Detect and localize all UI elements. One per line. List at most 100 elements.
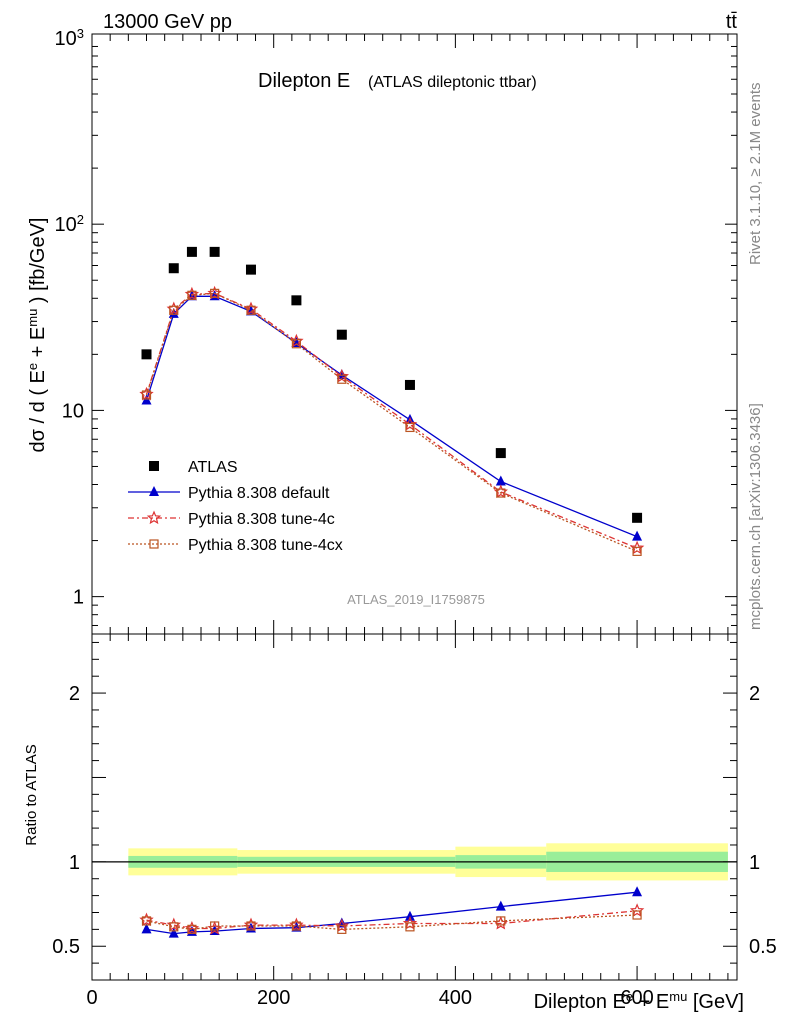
x-tick-label-3: 600 [620, 987, 653, 1009]
ratio-series-line-0 [146, 891, 638, 935]
main-series-3-point-2 [187, 290, 197, 300]
energy-label: 13000 GeV pp [103, 11, 232, 33]
main-series-0-point-2 [186, 246, 197, 257]
main-series-3-point-9 [632, 546, 642, 556]
process-label: tt̄ [726, 11, 738, 33]
ratio-series-2-point-1 [169, 922, 179, 932]
chart-title: Dilepton E [258, 70, 350, 92]
main-y-tick-label-3: 103 [55, 25, 84, 50]
rivet-label: Rivet 3.1.10, ≥ 2.1M events [747, 83, 764, 266]
main-series-3-point-0 [141, 390, 152, 400]
legend-label-2: Pythia 8.308 tune-4c [188, 511, 335, 528]
x-title-sup1: e [626, 989, 633, 1004]
main-series-1-point-8 [495, 475, 506, 486]
ratio-series-2-point-0 [141, 916, 152, 926]
main-y-tick-label-sup: 2 [77, 212, 84, 227]
main-series-0-point-4 [245, 264, 256, 275]
ratio-series-2-point-6 [337, 924, 347, 934]
main-series-0-point-1 [168, 263, 179, 274]
ratio-series-line-1 [146, 910, 638, 930]
main-series-3-point-5 [291, 339, 302, 349]
ratio-y-tick-label-1: 1 [69, 852, 80, 874]
main-series-line-2 [145, 292, 638, 549]
ratio-frame [91, 633, 738, 981]
ratio-series-0-point-8 [495, 900, 506, 911]
main-series-0-point-7 [404, 379, 415, 390]
ratio-series-line-2 [146, 914, 638, 931]
legend-marker-0 [149, 461, 159, 471]
legend-label-3: Pythia 8.308 tune-4cx [188, 537, 343, 554]
main-y-axis-title: dσ / d ( Ee + Emu ) [fb/GeV] [25, 218, 50, 453]
ratio-y-axis-title: Ratio to ATLAS [23, 744, 40, 845]
ratio-series-2-point-3 [210, 921, 220, 931]
reference-label: ATLAS_2019_I1759875 [347, 592, 485, 607]
main-y-title-end: ) [fb/GeV] [27, 218, 49, 309]
ratio-y-tick-label-2: 2 [69, 683, 80, 705]
main-y-tick-label-base: 10 [62, 400, 84, 422]
main-series-0-point-8 [495, 448, 506, 459]
x-title-main: Dilepton E [534, 991, 626, 1013]
legend-marker-1 [149, 486, 159, 496]
ratio-series-2-point-2 [187, 924, 197, 934]
x-title-end: [GeV] [687, 991, 744, 1013]
main-series-0-point-6 [336, 329, 347, 340]
ratio-y-tick-label-right-2: 2 [749, 683, 760, 705]
main-y-tick-label-base: 10 [55, 214, 77, 236]
main-series-3-point-4 [246, 305, 256, 315]
main-y-title-mid: + E [27, 327, 49, 363]
main-series-3-point-8 [496, 488, 506, 498]
main-series-0-point-9 [632, 512, 643, 523]
x-tick-label-1: 200 [257, 987, 290, 1009]
legend-label-0: ATLAS [188, 459, 238, 476]
main-series-0-point-0 [141, 349, 152, 360]
main-y-tick-label-sup: 3 [77, 25, 84, 40]
ratio-series-2-point-5 [291, 921, 302, 931]
ratio-y-tick-label-right-0: 0.5 [749, 936, 777, 958]
x-tick-label-2: 400 [439, 987, 472, 1009]
main-series-3-point-3 [210, 288, 220, 298]
legend: ATLAS Pythia 8.308 default Pythia 8.308 tu… [128, 459, 343, 554]
ratio-plot: 0 200 400 600 0.5 0.5 1 1 2 2 Ratio to ATLAS Dile… [23, 633, 777, 1014]
main-y-tick-label-2: 102 [55, 212, 84, 237]
main-y-tick-label-1: 10 [62, 400, 84, 422]
ratio-y-tick-label-right-1: 1 [749, 852, 760, 874]
ratio-series-0-point-1 [168, 927, 179, 938]
ratio-series-2-point-4 [246, 921, 256, 931]
ratio-series-0-point-9 [632, 886, 643, 897]
main-series-line-1 [145, 295, 638, 538]
ratio-series-1-point-9 [629, 903, 645, 917]
ratio-series-0-point-0 [141, 923, 152, 934]
legend-label-1: Pythia 8.308 default [188, 485, 330, 502]
main-series-3-point-1 [169, 305, 179, 315]
ratio-series-1-point-6 [334, 918, 349, 933]
ratio-series-2-point-8 [496, 916, 506, 926]
main-y-tick-label-base: 1 [73, 587, 84, 609]
main-series-1-point-5 [291, 337, 302, 348]
ratio-series-0-point-7 [404, 910, 415, 921]
mcplots-label: mcplots.cern.ch [arXiv:1306.3436] [747, 403, 764, 630]
main-series-3-point-7 [405, 422, 415, 433]
x-title-sup2: mu [669, 989, 687, 1004]
x-tick-label-0: 0 [86, 987, 97, 1009]
main-series-1-point-9 [632, 530, 643, 541]
main-series-line-3 [145, 292, 638, 552]
x-axis-title: Dilepton Ee + Emu [GeV] [534, 989, 744, 1014]
main-series-0-point-3 [209, 246, 220, 257]
main-y-tick-label-0: 1 [73, 587, 84, 609]
ratio-series-2-point-7 [405, 922, 415, 932]
main-series-0-point-5 [291, 295, 302, 306]
x-title-mid: + E [633, 991, 669, 1013]
main-y-title-sup1: e [25, 363, 40, 370]
ratio-series-2-point-9 [632, 910, 642, 920]
main-series-3-point-6 [337, 374, 347, 384]
main-series-1-point-1 [168, 307, 179, 318]
main-y-title-main: dσ / d ( E [27, 370, 49, 452]
chart-subtitle: (ATLAS dileptonic ttbar) [368, 74, 537, 91]
main-y-title-sup2: mu [25, 309, 40, 327]
ratio-y-tick-label-0: 0.5 [52, 936, 80, 958]
legend-marker-3 [149, 539, 159, 549]
main-y-tick-label-base: 10 [55, 28, 77, 50]
legend-marker-2 [146, 510, 162, 525]
